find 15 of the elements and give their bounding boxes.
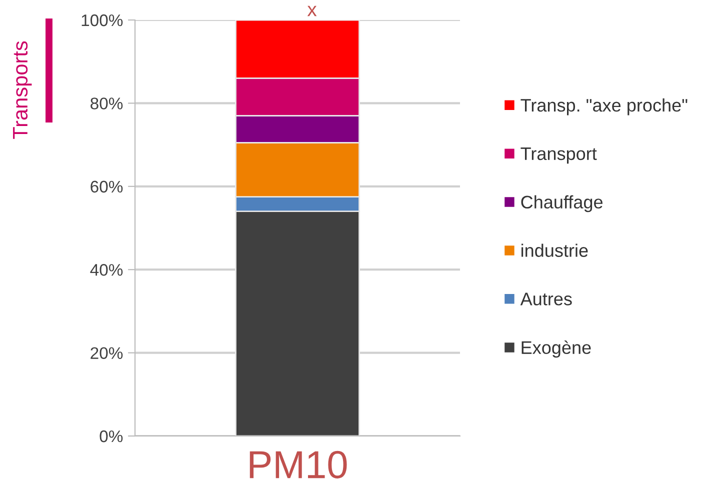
text: x — [307, 6, 317, 16]
text: Transports — [13, 41, 32, 139]
y-tick-label: 0% — [100, 430, 123, 442]
legend-label: Chauffage — [521, 195, 603, 212]
legend-label: Transp. "axe proche" — [520, 98, 688, 116]
legend-label: Autres — [520, 292, 572, 306]
legend-label: industrie — [522, 244, 588, 257]
legend-label: Exogène — [522, 340, 591, 358]
legend-label: Transport — [520, 148, 597, 164]
y-tick-label: 100% — [82, 14, 123, 26]
y-tick-label: 40% — [90, 264, 123, 276]
x-tick-label: PM10 — [250, 450, 347, 478]
y-tick-label: 60% — [90, 180, 123, 193]
y-tick-label: 80% — [90, 98, 123, 110]
y-tick-label: 20% — [90, 347, 123, 360]
